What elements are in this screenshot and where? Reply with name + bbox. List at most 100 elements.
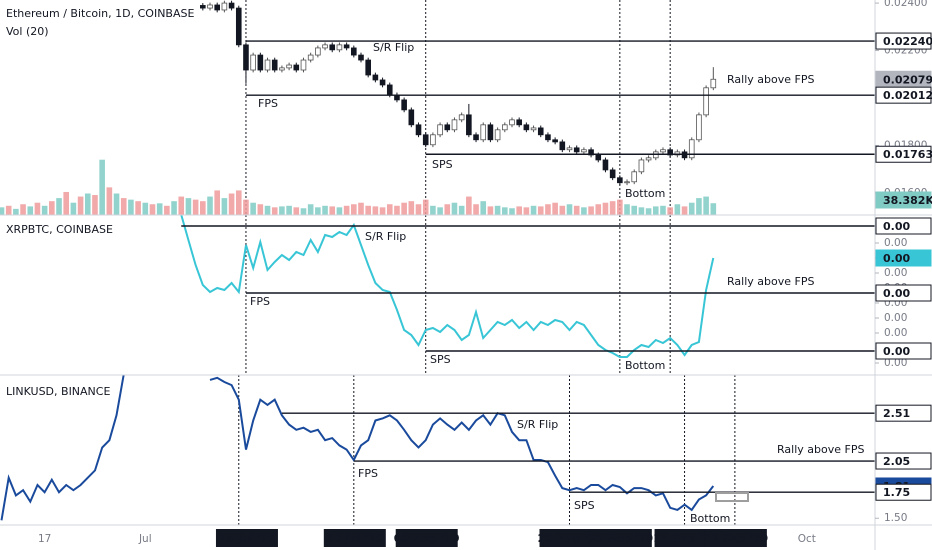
volume-bar bbox=[502, 207, 508, 215]
annotation: FPS bbox=[358, 467, 378, 480]
volume-bar bbox=[408, 201, 415, 215]
price-box-icon bbox=[715, 492, 749, 502]
x-tick-label: 14 Sep '19 bbox=[653, 532, 718, 545]
level-label-bg bbox=[875, 483, 932, 501]
candle-body bbox=[235, 7, 242, 46]
candle-body bbox=[444, 124, 451, 131]
candle-body bbox=[545, 134, 551, 141]
candle-body bbox=[343, 44, 350, 49]
level-label-bg bbox=[875, 32, 932, 50]
candle-body bbox=[566, 147, 573, 151]
y-tick-label: 1.50 bbox=[884, 512, 907, 524]
candle-body bbox=[286, 64, 292, 69]
candle-body bbox=[257, 54, 264, 71]
annotation: Rally above FPS bbox=[777, 443, 864, 456]
price-line bbox=[180, 215, 715, 358]
volume-bar bbox=[674, 204, 681, 215]
volume-bar bbox=[34, 202, 41, 215]
annotation: FPS bbox=[258, 97, 278, 110]
volume-bar bbox=[581, 207, 587, 215]
volume-bar bbox=[351, 204, 357, 215]
x-label-highlight bbox=[215, 529, 278, 547]
candle-body bbox=[293, 64, 300, 71]
y-tick-label: 0.00 bbox=[884, 312, 907, 324]
pane-link: S/R Flip FPS SPS Bottom Rally above FPS bbox=[0, 375, 875, 525]
candle-body bbox=[458, 114, 465, 121]
annotation: SPS bbox=[432, 158, 453, 171]
volume-bar bbox=[638, 207, 645, 215]
candle-body bbox=[243, 44, 249, 71]
candle-body bbox=[279, 67, 285, 71]
volume-bar bbox=[214, 190, 220, 215]
volume-bar bbox=[660, 205, 666, 215]
x-label-highlight bbox=[395, 529, 458, 547]
volume-bar bbox=[645, 208, 652, 215]
candle-body bbox=[573, 147, 580, 153]
candle-body bbox=[617, 177, 623, 184]
volume-bar bbox=[120, 198, 127, 215]
candle-body bbox=[271, 59, 278, 71]
x-tick-label: 05 Sep '19 bbox=[588, 532, 653, 545]
candle-body bbox=[228, 2, 235, 9]
y-tick-label: 0.00 bbox=[884, 357, 907, 369]
level-label: 0.02240 bbox=[883, 35, 932, 48]
candle-body bbox=[631, 171, 638, 183]
volume-bar bbox=[142, 202, 149, 215]
last-price-label: 0.02079 bbox=[883, 73, 932, 86]
volume-bar bbox=[710, 203, 717, 215]
pane-title: XRPBTC, COINBASE bbox=[6, 223, 113, 236]
x-tick-label: 15 Jul '19 bbox=[218, 532, 275, 545]
candle-body bbox=[609, 169, 616, 179]
x-label-highlight bbox=[323, 529, 386, 547]
annotation: S/R Flip bbox=[517, 418, 558, 431]
volume-bar bbox=[602, 202, 609, 215]
candle-body bbox=[408, 109, 415, 126]
x-tick-label: 09 Aug '19 bbox=[394, 532, 460, 545]
annotation: S/R Flip bbox=[365, 230, 406, 243]
x-tick-label: 21 Sep '19 bbox=[703, 532, 768, 545]
level-label: 0.02012 bbox=[883, 89, 932, 102]
annotation: Bottom bbox=[625, 187, 665, 200]
candle-body bbox=[480, 124, 487, 141]
candle-body bbox=[473, 134, 479, 141]
volume-bar bbox=[566, 204, 573, 215]
volume-bar bbox=[530, 205, 537, 215]
candle-body bbox=[351, 47, 357, 56]
volume-bar bbox=[588, 206, 594, 215]
volume-bar bbox=[336, 207, 343, 215]
volume-bar bbox=[394, 205, 400, 215]
candle-body bbox=[523, 124, 530, 131]
candle-body bbox=[638, 159, 645, 173]
volume-bar bbox=[293, 207, 300, 215]
volume-bar bbox=[617, 199, 623, 215]
volume-bar bbox=[257, 204, 264, 215]
level-label-bg bbox=[875, 284, 932, 302]
volume-bar bbox=[667, 207, 673, 215]
volume-bar bbox=[523, 207, 530, 215]
candle-body bbox=[487, 124, 494, 141]
volume-bar bbox=[135, 201, 141, 215]
last-volume-label-bg bbox=[875, 191, 932, 209]
candle-body bbox=[221, 2, 228, 11]
annotation: Bottom bbox=[625, 359, 665, 372]
volume-bar bbox=[631, 205, 638, 215]
candle-body bbox=[552, 139, 558, 143]
candle-body bbox=[214, 4, 221, 11]
volume-bar bbox=[178, 196, 185, 215]
level-label-bg bbox=[875, 404, 932, 422]
candle-body bbox=[329, 44, 336, 51]
candle-body bbox=[494, 129, 501, 141]
candle-body bbox=[322, 44, 328, 49]
last-volume-label: 38.382K bbox=[883, 194, 932, 207]
level-label: 0.00 bbox=[883, 287, 910, 300]
level-label: 2.05 bbox=[883, 455, 910, 468]
level-label: 0.00 bbox=[883, 220, 910, 233]
candle-body bbox=[300, 59, 307, 71]
y-tick-label: 0.02400 bbox=[884, 0, 927, 9]
volume-bar bbox=[444, 204, 451, 215]
volume-bar bbox=[487, 206, 494, 215]
x-tick-label: Oct bbox=[798, 533, 816, 545]
volume-bar bbox=[228, 193, 235, 215]
